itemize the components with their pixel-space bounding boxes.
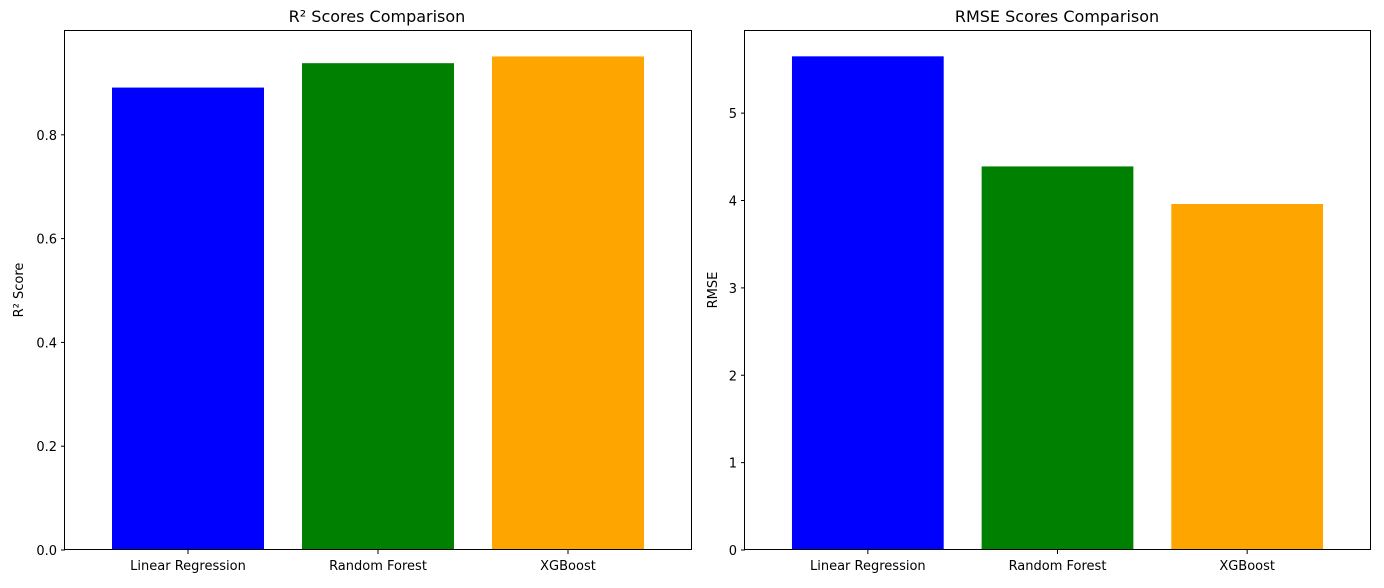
- bar-random-forest: [302, 63, 454, 550]
- bar-random-forest: [981, 166, 1134, 550]
- rmse-chart: RMSE Scores Comparison RMSE 0 1 2 3 4 5 Linea…: [706, 7, 1371, 574]
- y-tick-label: 0.2: [36, 440, 57, 455]
- x-tick-label: Random Forest: [329, 559, 427, 574]
- x-axis: Linear Regression Random Forest XGBoost: [130, 550, 596, 574]
- y-axis: 0.0 0.2 0.4 0.6 0.8: [36, 129, 65, 559]
- y-axis-label: R² Score: [12, 263, 27, 318]
- y-tick-label: 0.6: [36, 233, 57, 248]
- y-tick-label: 5: [729, 107, 737, 122]
- bar-linear-regression: [791, 56, 944, 551]
- y-tick-label: 4: [729, 195, 737, 210]
- x-tick-label: Random Forest: [1009, 559, 1107, 574]
- plot-frame: [64, 30, 692, 550]
- chart-title: RMSE Scores Comparison: [955, 7, 1159, 26]
- y-tick-label: 0.4: [36, 336, 57, 351]
- bar-xgboost: [1171, 204, 1324, 550]
- y-tick-label: 0: [729, 544, 737, 559]
- y-tick-label: 1: [729, 457, 737, 472]
- y-axis-label: RMSE: [706, 272, 721, 309]
- x-tick-label: Linear Regression: [810, 559, 926, 574]
- x-axis: Linear Regression Random Forest XGBoost: [810, 550, 1275, 574]
- x-tick-label: XGBoost: [540, 559, 596, 574]
- y-tick-label: 0.8: [36, 129, 57, 144]
- y-tick-label: 3: [729, 282, 737, 297]
- bar-xgboost: [492, 56, 644, 550]
- r2-chart: R² Scores Comparison R² Score 0.00.20.40…: [12, 7, 692, 574]
- plot-frame: [744, 30, 1371, 550]
- bar-group: [791, 56, 1324, 551]
- x-tick-label: XGBoost: [1219, 559, 1275, 574]
- y-tick-label: 0.0: [36, 544, 57, 559]
- bar-group: [112, 56, 644, 551]
- y-axis: 0 1 2 3 4 5: [729, 107, 745, 559]
- x-tick-label: Linear Regression: [130, 559, 246, 574]
- bar-linear-regression: [112, 87, 264, 551]
- y-tick-label: 2: [729, 369, 737, 384]
- chart-title: R² Scores Comparison: [289, 7, 466, 26]
